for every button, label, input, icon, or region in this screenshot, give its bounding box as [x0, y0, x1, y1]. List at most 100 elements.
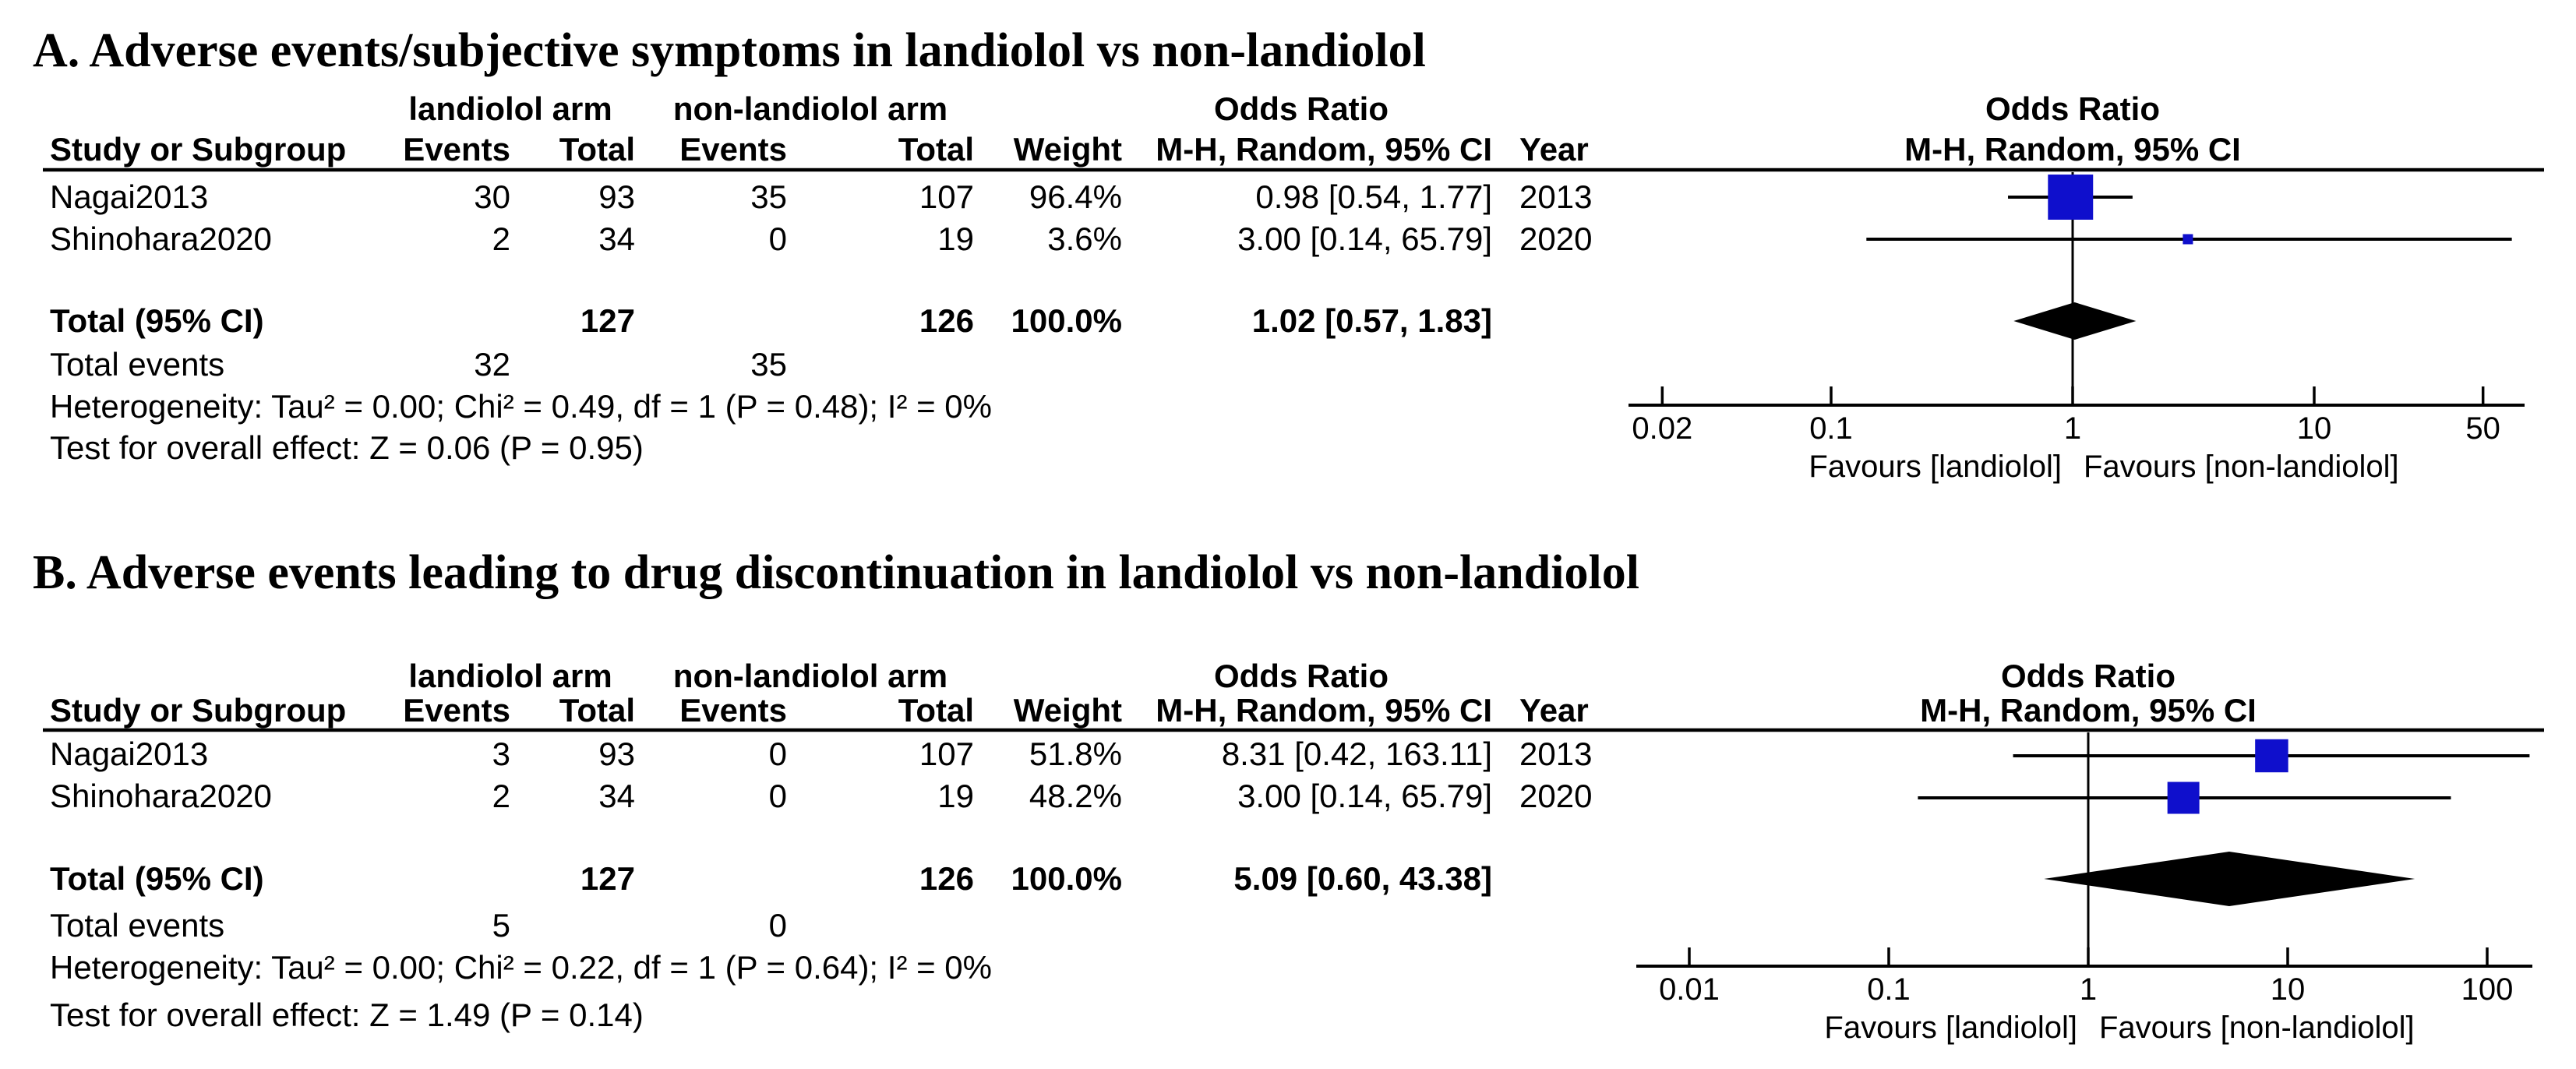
column-header-ci: M-H, Random, 95% CI	[1156, 692, 1492, 729]
column-header-total1: Total	[559, 692, 635, 729]
total-ci-cell: 5.09 [0.60, 43.38]	[1233, 860, 1492, 897]
total-total2-cell: 126	[919, 302, 974, 339]
plot-method-header: M-H, Random, 95% CI	[1904, 131, 2241, 168]
column-header-study: Study or Subgroup	[50, 692, 347, 729]
total2-cell: 19	[937, 221, 974, 257]
plot-odds-ratio-header: Odds Ratio	[2000, 658, 2175, 694]
group-header-non-landiolol-arm: non-landiolol arm	[672, 658, 948, 694]
plot-odds-ratio-header: Odds Ratio	[1985, 90, 2160, 127]
total-total1-cell: 127	[580, 302, 635, 339]
ci-cell: 8.31 [0.42, 163.11]	[1221, 736, 1492, 772]
year-cell: 2020	[1519, 778, 1593, 814]
tick-label: 100	[2461, 972, 2514, 1007]
study-name: Shinohara2020	[50, 221, 272, 257]
favours-right-label: Favours [non-landiolol]	[2084, 450, 2399, 484]
column-header-events1: Events	[403, 692, 510, 729]
study-name: Nagai2013	[50, 736, 209, 772]
overall-effect-text: Test for overall effect: Z = 1.49 (P = 0…	[50, 997, 644, 1033]
column-header-weight: Weight	[1013, 692, 1122, 729]
events2-cell: 0	[768, 736, 787, 772]
total-label: Total (95% CI)	[50, 302, 264, 339]
heterogeneity-text: Heterogeneity: Tau² = 0.00; Chi² = 0.22,…	[50, 949, 992, 986]
weight-cell: 48.2%	[1029, 778, 1122, 814]
total-total1-cell: 127	[580, 860, 635, 897]
column-header-weight: Weight	[1013, 131, 1122, 168]
pooled-diamond	[2013, 302, 2137, 340]
heterogeneity-text: Heterogeneity: Tau² = 0.00; Chi² = 0.49,…	[50, 388, 992, 425]
total-events-label: Total events	[50, 346, 225, 383]
total-label: Total (95% CI)	[50, 860, 264, 897]
year-cell: 2013	[1519, 736, 1593, 772]
tick-label: 10	[2297, 411, 2332, 446]
weight-cell: 3.6%	[1047, 221, 1122, 257]
column-header-total1: Total	[559, 131, 635, 168]
total2-cell: 107	[919, 736, 974, 772]
total-events2-cell: 35	[750, 346, 787, 383]
total-weight-cell: 100.0%	[1011, 302, 1122, 339]
study-name: Nagai2013	[50, 178, 209, 215]
total2-cell: 107	[919, 178, 974, 215]
tick-label: 10	[2271, 972, 2306, 1007]
total1-cell: 93	[598, 736, 635, 772]
total-weight-cell: 100.0%	[1011, 860, 1122, 897]
ci-cell: 3.00 [0.14, 65.79]	[1237, 221, 1492, 257]
favours-left-label: Favours [landiolol]	[1808, 450, 2062, 484]
total2-cell: 19	[937, 778, 974, 814]
effect-square	[2255, 739, 2288, 773]
weight-cell: 51.8%	[1029, 736, 1122, 772]
table-odds-ratio-header: Odds Ratio	[1213, 658, 1389, 694]
tick-label: 0.02	[1632, 411, 1692, 446]
effect-square	[2183, 234, 2193, 245]
column-header-ci: M-H, Random, 95% CI	[1156, 131, 1492, 168]
column-header-events2: Events	[679, 692, 787, 729]
column-header-events2: Events	[679, 131, 787, 168]
study-name: Shinohara2020	[50, 778, 272, 814]
total-events1-cell: 5	[492, 907, 510, 944]
year-cell: 2020	[1519, 221, 1593, 257]
table-odds-ratio-header: Odds Ratio	[1213, 90, 1389, 127]
total-events2-cell: 0	[768, 907, 787, 944]
events1-cell: 3	[492, 736, 510, 772]
column-header-total2: Total	[898, 131, 974, 168]
column-header-year: Year	[1519, 692, 1589, 729]
events2-cell: 35	[750, 178, 787, 215]
column-header-total2: Total	[898, 692, 974, 729]
total-events1-cell: 32	[474, 346, 510, 383]
tick-label: 1	[2064, 411, 2081, 446]
events1-cell: 30	[474, 178, 510, 215]
events1-cell: 2	[492, 778, 510, 814]
plot-method-header: M-H, Random, 95% CI	[1920, 692, 2257, 729]
total1-cell: 34	[598, 221, 635, 257]
group-header-landiolol-arm: landiolol arm	[408, 658, 612, 694]
tick-label: 0.01	[1659, 972, 1720, 1007]
panel-b-title: B. Adverse events leading to drug discon…	[33, 546, 1639, 599]
tick-label: 0.1	[1867, 972, 1911, 1007]
tick-label: 50	[2465, 411, 2500, 446]
group-header-landiolol-arm: landiolol arm	[408, 90, 612, 127]
total1-cell: 34	[598, 778, 635, 814]
tick-label: 0.1	[1809, 411, 1853, 446]
total-total2-cell: 126	[919, 860, 974, 897]
total-events-label: Total events	[50, 907, 225, 944]
tick-label: 1	[2080, 972, 2097, 1007]
year-cell: 2013	[1519, 178, 1593, 215]
weight-cell: 96.4%	[1029, 178, 1122, 215]
column-header-year: Year	[1519, 131, 1589, 168]
panel-a-title: A. Adverse events/subjective symptoms in…	[33, 24, 1426, 77]
pooled-diamond	[2044, 852, 2415, 906]
ci-cell: 0.98 [0.54, 1.77]	[1255, 178, 1492, 215]
effect-square	[2048, 175, 2094, 220]
ci-cell: 3.00 [0.14, 65.79]	[1237, 778, 1492, 814]
events1-cell: 2	[492, 221, 510, 257]
favours-left-label: Favours [landiolol]	[1824, 1011, 2077, 1045]
column-header-study: Study or Subgroup	[50, 131, 347, 168]
total-ci-cell: 1.02 [0.57, 1.83]	[1251, 302, 1492, 339]
events2-cell: 0	[768, 221, 787, 257]
overall-effect-text: Test for overall effect: Z = 0.06 (P = 0…	[50, 429, 644, 466]
effect-square	[2167, 781, 2200, 814]
group-header-non-landiolol-arm: non-landiolol arm	[672, 90, 948, 127]
total1-cell: 93	[598, 178, 635, 215]
favours-right-label: Favours [non-landiolol]	[2099, 1011, 2415, 1045]
